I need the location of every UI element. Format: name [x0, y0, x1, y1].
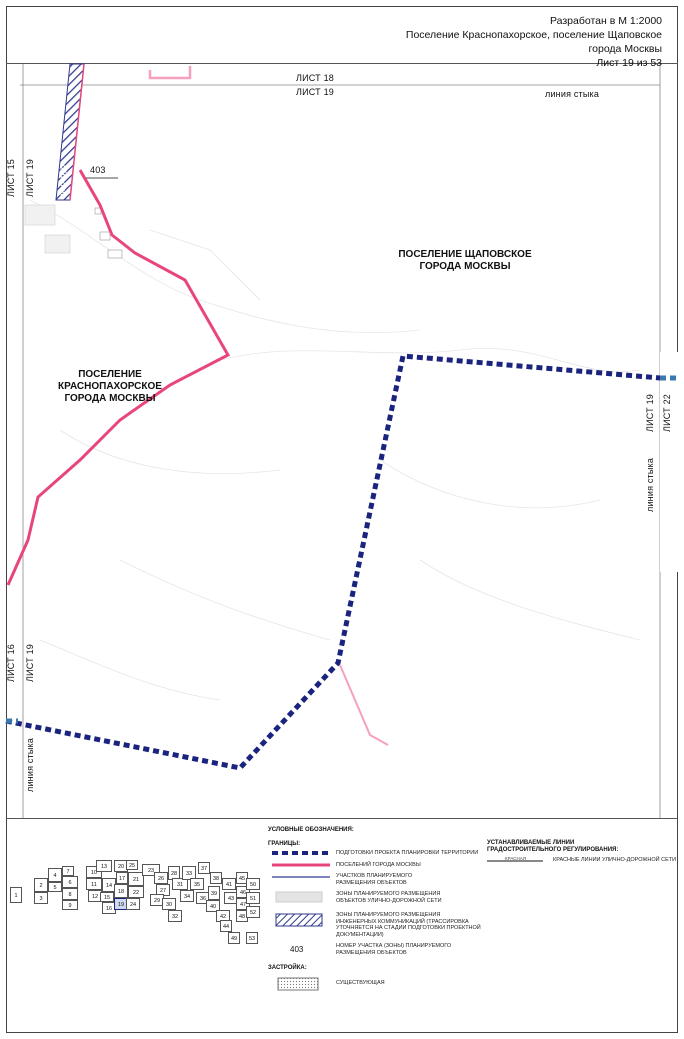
sheet-label-19-top: ЛИСТ 19 [296, 87, 334, 97]
key-map-sheet-31: 31 [172, 878, 188, 890]
legend-engineering-zone-symbol [275, 913, 323, 927]
key-map-sheet-7: 7 [62, 866, 74, 876]
parcel-strip-label: раструс [58, 164, 67, 196]
key-map-sheet-18: 18 [114, 884, 128, 898]
key-map-sheet-39: 39 [208, 886, 220, 900]
key-map-sheet-37: 37 [198, 862, 210, 874]
key-map-sheet-8: 8 [62, 888, 78, 900]
legend-parcel-number-text: НОМЕР УЧАСТКА (ЗОНЫ) ПЛАНИРУЕМОГО РАЗМЕЩ… [336, 943, 452, 956]
key-map-sheet-13: 13 [96, 860, 112, 872]
settlement-boundary-light-2 [339, 664, 389, 746]
key-map-sheet-53: 53 [246, 932, 258, 944]
junction-label-left: линия стыка [25, 737, 35, 792]
key-map-sheet-21: 21 [128, 872, 144, 886]
key-map-sheet-40: 40 [206, 900, 220, 912]
key-map-sheet-20: 20 [114, 860, 128, 872]
settlements-note: Поселение Краснопахорское, поселение Щап… [405, 29, 662, 41]
sheet-label-19-right: ЛИСТ 19 [645, 394, 655, 432]
key-map-sheet-16: 16 [102, 902, 116, 914]
key-map-sheet-32: 32 [168, 910, 182, 922]
legend-title: УСЛОВНЫЕ ОБОЗНАЧЕНИЯ: [268, 827, 354, 833]
sheet-label-19-left-upper: ЛИСТ 19 [25, 159, 35, 197]
scale-note: Разработан в М 1:2000 [549, 15, 662, 27]
key-map-sheet-29: 29 [150, 894, 164, 906]
junction-label-right: линия стыка [645, 457, 655, 512]
legend-red-line-sample: КРАСНАЯ [505, 856, 526, 861]
legend-road-zones-text: ЗОНЫ ПЛАНИРУЕМОГО РАЗМЕЩЕНИЯ ОБЪЕКТОВ УЛ… [336, 891, 442, 904]
key-map-sheet-15: 15 [100, 892, 114, 902]
key-map-sheet-5: 5 [48, 882, 62, 892]
legend-existing-text: СУЩЕСТВУЮЩАЯ [336, 980, 385, 986]
header-separator [6, 63, 678, 64]
key-map-sheet-27: 27 [156, 884, 170, 896]
key-map-sheet-11: 11 [86, 878, 102, 890]
key-map-sheet-35: 35 [190, 878, 204, 890]
key-map-sheet-41: 41 [222, 878, 236, 890]
settlement-krasnopakhorskoe-label: ПОСЕЛЕНИЕ КРАСНОПАХОРСКОЕ ГОРОДА МОСКВЫ [58, 369, 162, 404]
legend-parcels-text: УЧАСТКОВ ПЛАНИРУЕМОГО РАЗМЕЩЕНИЯ ОБЪЕКТО… [336, 873, 413, 886]
key-map: 1 2 3 4 5 6 7 8 9 10 11 12 13 14 15 16 17 18 19 20 21 22 23 24 2… [10, 852, 260, 1022]
key-map-sheet-3: 3 [34, 892, 48, 904]
legend-lines-head: УСТАНАВЛИВАЕМЫЕ ЛИНИИ ГРАДОСТРОИТЕЛЬНОГО… [487, 840, 619, 853]
key-map-sheet-22: 22 [128, 886, 144, 898]
legend-project-boundary-text: ПОДГОТОВКИ ПРОЕКТА ПЛАНИРОВКИ ТЕРРИТОРИИ [336, 850, 479, 856]
key-map-sheet-9: 9 [62, 900, 78, 910]
city-note: города Москвы [588, 43, 662, 55]
settlement-shchapovskoe-label: ПОСЕЛЕНИЕ ЩАПОВСКОЕ ГОРОДА МОСКВЫ [398, 249, 532, 272]
key-map-sheet-19: 19 [114, 898, 128, 910]
sheet-label-22: ЛИСТ 22 [662, 394, 672, 432]
key-map-sheet-38: 38 [210, 872, 222, 884]
project-boundary-line [5, 353, 661, 771]
map-canvas [5, 63, 678, 818]
sheet-label-15: ЛИСТ 15 [6, 159, 16, 197]
right-gap [660, 352, 678, 572]
key-map-sheet-25: 25 [126, 860, 138, 870]
topo-lines [29, 199, 641, 701]
key-map-sheet-4: 4 [48, 868, 62, 882]
legend-parcel-number-sample: 403 [290, 945, 304, 954]
junction-label-top: линия стыка [545, 89, 600, 99]
sheet-number: Лист 19 из 53 [596, 57, 662, 69]
parcel-number: 403 [90, 165, 106, 175]
sheet-header: Разработан в М 1:2000 Поселение Краснопа… [406, 14, 662, 70]
key-map-sheet-26: 26 [154, 872, 168, 884]
key-map-sheet-17: 17 [116, 872, 128, 884]
key-map-sheet-48: 48 [236, 910, 248, 922]
legend-road-zone-symbol [275, 891, 323, 903]
key-map-sheet-2: 2 [34, 878, 48, 892]
key-map-sheet-52: 52 [246, 906, 260, 918]
legend-separator [6, 818, 678, 819]
key-map-sheet-49: 49 [228, 932, 240, 944]
sheet-label-16: ЛИСТ 16 [6, 644, 16, 682]
key-map-sheet-30: 30 [162, 898, 176, 910]
legend-symbols [272, 851, 330, 991]
key-map-sheet-6: 6 [62, 876, 78, 888]
key-map-sheet-44: 44 [220, 920, 232, 932]
settlement-boundary-light [148, 66, 192, 80]
sheet-label-18: ЛИСТ 18 [296, 73, 334, 83]
legend-boundaries-head: ГРАНИЦЫ: [268, 841, 301, 847]
legend-existing-building-symbol [277, 977, 319, 991]
legend-settlement-boundary-text: ПОСЕЛЕНИЙ ГОРОДА МОСКВЫ [336, 862, 421, 868]
legend-red-line-symbol [487, 860, 543, 862]
key-map-sheet-24: 24 [126, 898, 140, 910]
key-map-sheet-33: 33 [182, 866, 196, 880]
legend-buildings-head: ЗАСТРОЙКА: [268, 965, 307, 971]
legend-engineering-zones-text: ЗОНЫ ПЛАНИРУЕМОГО РАЗМЕЩЕНИЯ ИНЖЕНЕРНЫХ … [336, 912, 481, 938]
legend-red-lines-text: КРАСНЫЕ ЛИНИИ УЛИЧНО-ДОРОЖНОЙ СЕТИ [553, 857, 677, 863]
sheet-label-19-left-lower: ЛИСТ 19 [25, 644, 35, 682]
buildings-faint [24, 204, 123, 259]
key-map-sheet-50: 50 [246, 878, 260, 890]
settlement-boundary-line [6, 169, 231, 586]
key-map-sheet-1: 1 [10, 887, 22, 903]
key-map-sheet-51: 51 [246, 892, 260, 904]
key-map-sheet-34: 34 [180, 890, 194, 902]
